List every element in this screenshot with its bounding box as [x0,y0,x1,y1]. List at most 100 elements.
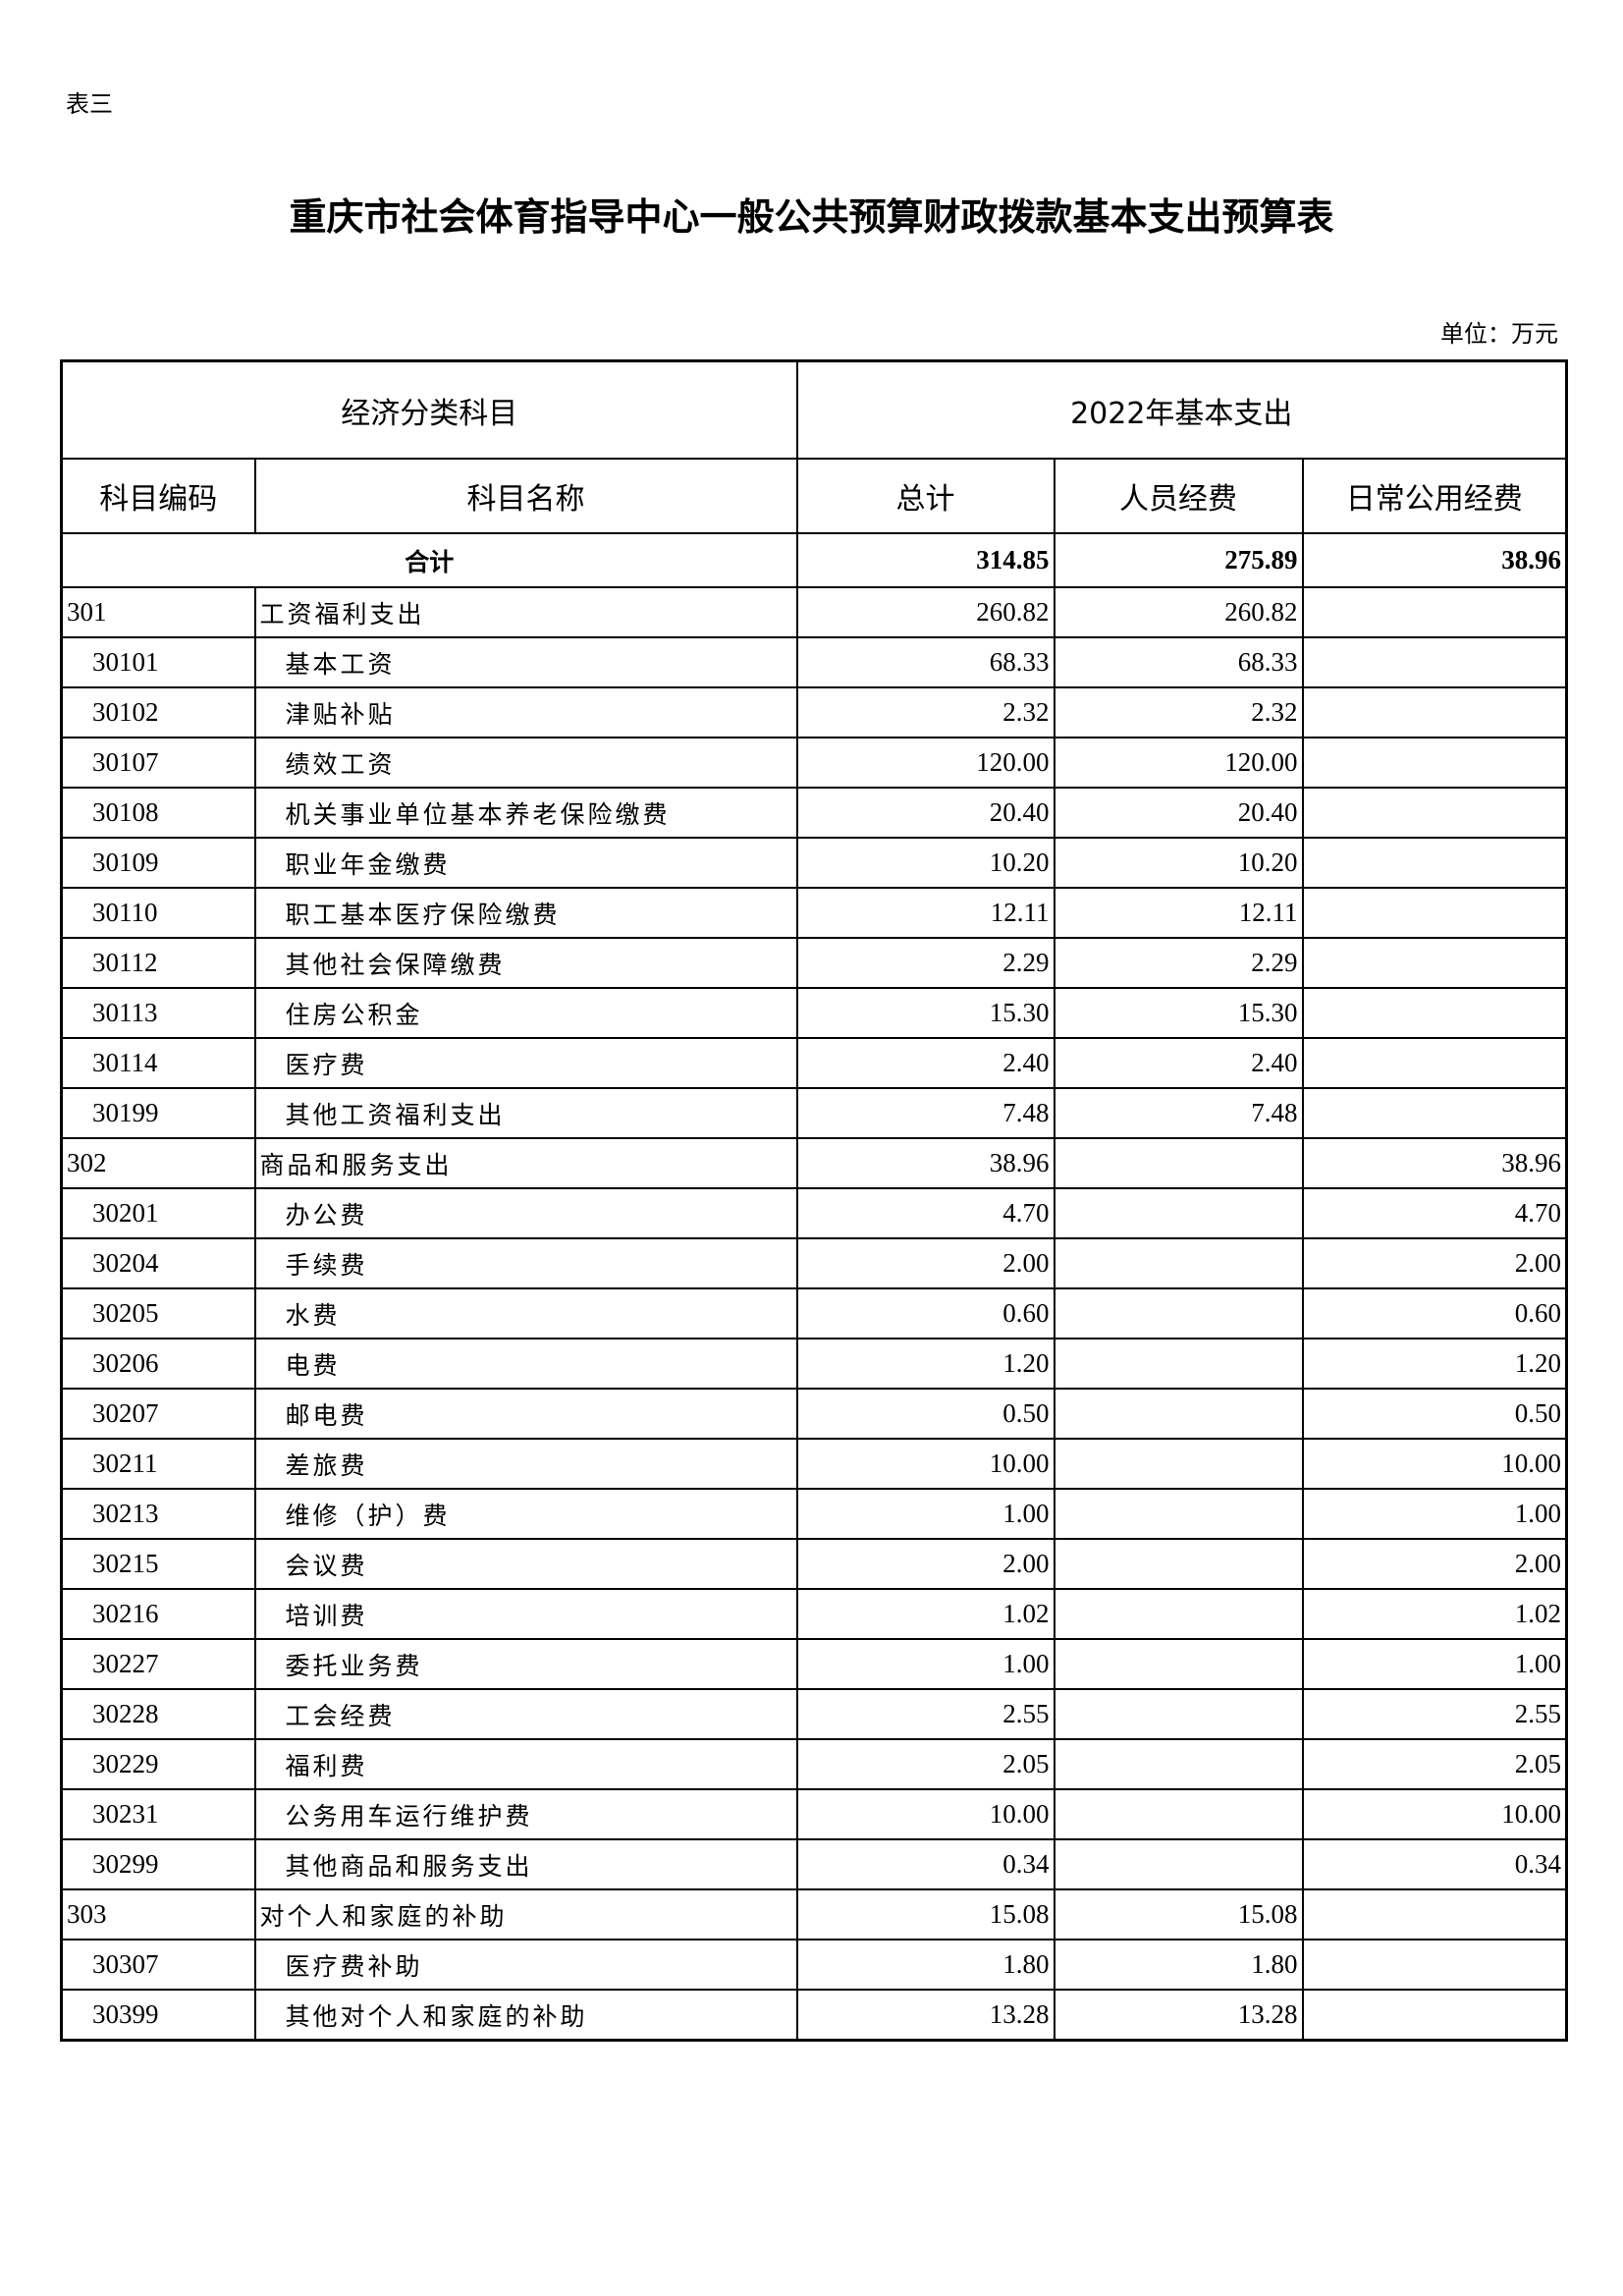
cell-name: 办公费 [253,1187,798,1239]
cell-total: 1.00 [795,1638,1055,1690]
cell-code: 302 [60,1137,256,1189]
cell-personnel: 15.08 [1053,1888,1304,1941]
cell-personnel [1053,1538,1304,1590]
cell-personnel [1053,1488,1304,1540]
table-row: 30201 办公费 4.70 4.70 [60,1187,1568,1239]
cell-total: 2.29 [795,937,1055,989]
cell-personnel [1053,1187,1304,1239]
header-public: 日常公用经费 [1301,458,1568,534]
cell-name: 津贴补贴 [253,686,798,738]
cell-public: 0.60 [1301,1287,1568,1339]
cell-public: 0.50 [1301,1388,1568,1440]
cell-personnel [1053,1438,1304,1490]
total-personnel: 275.89 [1053,532,1304,588]
table-row: 30231 公务用车运行维护费 10.00 10.00 [60,1788,1568,1840]
cell-public: 1.02 [1301,1588,1568,1640]
cell-total: 2.00 [795,1538,1055,1590]
table-row: 30211 差旅费 10.00 10.00 [60,1438,1568,1490]
cell-total: 10.00 [795,1438,1055,1490]
cell-total: 1.20 [795,1338,1055,1390]
cell-public [1301,636,1568,688]
table-row: 302 商品和服务支出 38.96 38.96 [60,1137,1568,1189]
cell-total: 2.00 [795,1237,1055,1289]
cell-public [1301,1939,1568,1991]
cell-public [1301,586,1568,638]
cell-code: 30107 [60,737,256,789]
cell-code: 30299 [60,1838,256,1890]
table-row: 30204 手续费 2.00 2.00 [60,1237,1568,1289]
cell-code: 30110 [60,887,256,939]
cell-public [1301,837,1568,889]
header-total: 总计 [795,458,1055,534]
cell-code: 30205 [60,1287,256,1339]
cell-public: 10.00 [1301,1438,1568,1490]
cell-name: 委托业务费 [253,1638,798,1690]
cell-total: 2.55 [795,1688,1055,1740]
cell-code: 30102 [60,686,256,738]
cell-public: 1.00 [1301,1488,1568,1540]
table-row: 30399 其他对个人和家庭的补助 13.28 13.28 [60,1989,1568,2042]
cell-personnel [1053,1237,1304,1289]
cell-code: 30216 [60,1588,256,1640]
cell-total: 15.30 [795,987,1055,1039]
cell-personnel: 10.20 [1053,837,1304,889]
table-row: 30228 工会经费 2.55 2.55 [60,1688,1568,1740]
table-row: 301 工资福利支出 260.82 260.82 [60,586,1568,638]
table-row: 30112 其他社会保障缴费 2.29 2.29 [60,937,1568,989]
cell-public: 2.00 [1301,1237,1568,1289]
cell-code: 30229 [60,1738,256,1790]
cell-total: 15.08 [795,1888,1055,1941]
cell-personnel [1053,1638,1304,1690]
cell-personnel [1053,1588,1304,1640]
cell-name: 其他工资福利支出 [253,1087,798,1139]
table-row: 30199 其他工资福利支出 7.48 7.48 [60,1087,1568,1139]
cell-personnel [1053,1388,1304,1440]
cell-public: 10.00 [1301,1788,1568,1840]
cell-code: 30204 [60,1237,256,1289]
cell-code: 30101 [60,636,256,688]
table-row: 30109 职业年金缴费 10.20 10.20 [60,837,1568,889]
cell-public: 38.96 [1301,1137,1568,1189]
cell-name: 基本工资 [253,636,798,688]
cell-name: 公务用车运行维护费 [253,1788,798,1840]
cell-total: 2.32 [795,686,1055,738]
cell-name: 职业年金缴费 [253,837,798,889]
cell-name: 其他对个人和家庭的补助 [253,1989,798,2042]
cell-personnel [1053,1788,1304,1840]
cell-personnel [1053,1338,1304,1390]
cell-name: 其他社会保障缴费 [253,937,798,989]
cell-personnel: 260.82 [1053,586,1304,638]
table-row: 303 对个人和家庭的补助 15.08 15.08 [60,1888,1568,1941]
cell-total: 1.80 [795,1939,1055,1991]
cell-code: 303 [60,1888,256,1941]
cell-code: 30307 [60,1939,256,1991]
cell-code: 30399 [60,1989,256,2042]
cell-personnel: 7.48 [1053,1087,1304,1139]
total-total: 314.85 [795,532,1055,588]
cell-public: 4.70 [1301,1187,1568,1239]
total-label: 合计 [60,532,798,588]
cell-personnel [1053,1137,1304,1189]
cell-public [1301,937,1568,989]
table-row: 30215 会议费 2.00 2.00 [60,1538,1568,1590]
cell-code: 30213 [60,1488,256,1540]
table-row: 30299 其他商品和服务支出 0.34 0.34 [60,1838,1568,1890]
cell-name: 会议费 [253,1538,798,1590]
table-row: 30102 津贴补贴 2.32 2.32 [60,686,1568,738]
cell-public: 2.00 [1301,1538,1568,1590]
cell-code: 30112 [60,937,256,989]
table-row: 30207 邮电费 0.50 0.50 [60,1388,1568,1440]
cell-code: 30109 [60,837,256,889]
cell-public [1301,1888,1568,1941]
cell-public: 0.34 [1301,1838,1568,1890]
cell-personnel: 1.80 [1053,1939,1304,1991]
cell-public: 2.55 [1301,1688,1568,1740]
cell-personnel [1053,1688,1304,1740]
cell-personnel: 12.11 [1053,887,1304,939]
cell-total: 7.48 [795,1087,1055,1139]
cell-code: 30113 [60,987,256,1039]
cell-code: 30211 [60,1438,256,1490]
cell-name: 其他商品和服务支出 [253,1838,798,1890]
cell-personnel: 15.30 [1053,987,1304,1039]
cell-name: 医疗费 [253,1037,798,1089]
